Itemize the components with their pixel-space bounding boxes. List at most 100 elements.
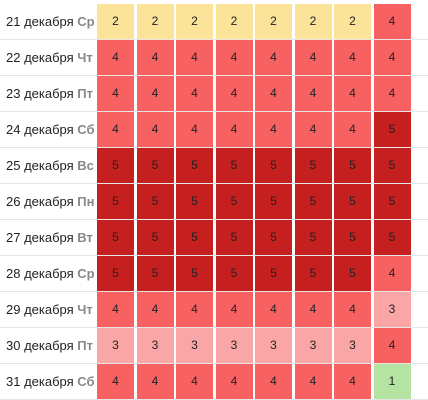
value-cell: 3 <box>334 328 371 363</box>
value-cell: 5 <box>97 256 134 291</box>
row-weekday-label: Вт <box>77 230 93 245</box>
value-cell: 4 <box>136 292 174 327</box>
value-cell: 4 <box>97 364 134 399</box>
row-day-label: 29 декабря <box>6 302 74 317</box>
value-cell: 5 <box>97 148 134 183</box>
value-cell: 5 <box>255 220 292 255</box>
value-cell: 4 <box>215 40 253 75</box>
row-weekday-label: Пн <box>77 194 95 209</box>
table-row: 30 декабря Пт 3 3 3 3 3 3 3 4 <box>0 328 428 364</box>
value-cell: 5 <box>294 184 332 219</box>
row-weekday-label: Пт <box>77 86 94 101</box>
value-cell: 5 <box>215 256 253 291</box>
value-cell: 4 <box>373 76 411 111</box>
value-cell: 4 <box>97 76 134 111</box>
value-cell: 2 <box>215 4 253 39</box>
row-weekday-label: Ср <box>77 14 95 29</box>
value-cell: 4 <box>294 364 332 399</box>
value-cell: 5 <box>373 112 411 147</box>
value-cell: 2 <box>176 4 213 39</box>
row-weekday-label: Чт <box>77 302 93 317</box>
row-date: 31 декабря Сб <box>0 364 95 400</box>
value-cell: 4 <box>255 112 292 147</box>
row-date: 27 декабря Вт <box>0 220 93 256</box>
value-cell: 4 <box>176 40 213 75</box>
value-cell: 2 <box>294 4 332 39</box>
row-day-label: 30 декабря <box>6 338 74 353</box>
value-cell: 4 <box>136 364 174 399</box>
row-date: 30 декабря Пт <box>0 328 94 364</box>
row-date: 23 декабря Пт <box>0 76 94 112</box>
value-cell: 4 <box>136 112 174 147</box>
value-cell: 5 <box>215 184 253 219</box>
value-cell: 4 <box>334 76 371 111</box>
value-cell: 4 <box>97 292 134 327</box>
value-cell: 5 <box>176 220 213 255</box>
value-cell: 4 <box>176 364 213 399</box>
value-cell: 5 <box>136 148 174 183</box>
value-cell: 4 <box>215 112 253 147</box>
row-date: 22 декабря Чт <box>0 40 93 76</box>
value-cell: 4 <box>294 40 332 75</box>
row-weekday-label: Пт <box>77 338 94 353</box>
row-date: 21 декабря Ср <box>0 4 95 40</box>
value-cell: 4 <box>294 292 332 327</box>
value-cell: 5 <box>136 184 174 219</box>
row-date: 24 декабря Сб <box>0 112 95 148</box>
table-row: 27 декабря Вт 5 5 5 5 5 5 5 5 <box>0 220 428 256</box>
value-cell: 4 <box>97 112 134 147</box>
value-cell: 5 <box>255 256 292 291</box>
value-cell: 3 <box>373 292 411 327</box>
value-cell: 4 <box>294 112 332 147</box>
value-cell: 4 <box>215 364 253 399</box>
value-cell: 5 <box>215 220 253 255</box>
row-divider <box>0 327 428 328</box>
value-cell: 4 <box>176 112 213 147</box>
row-day-label: 23 декабря <box>6 86 74 101</box>
row-day-label: 31 декабря <box>6 374 74 389</box>
value-cell: 5 <box>294 220 332 255</box>
table-row: 25 декабря Вс 5 5 5 5 5 5 5 5 <box>0 148 428 184</box>
value-cell: 5 <box>255 148 292 183</box>
table-row: 26 декабря Пн 5 5 5 5 5 5 5 5 <box>0 184 428 220</box>
value-cell: 3 <box>294 328 332 363</box>
row-divider <box>0 255 428 256</box>
value-cell: 4 <box>97 40 134 75</box>
value-cell: 4 <box>334 40 371 75</box>
row-divider <box>0 39 428 40</box>
value-cell: 4 <box>255 76 292 111</box>
value-cell: 4 <box>215 292 253 327</box>
value-cell: 4 <box>215 76 253 111</box>
value-cell: 4 <box>334 292 371 327</box>
value-cell: 4 <box>176 76 213 111</box>
value-cell: 3 <box>176 328 213 363</box>
value-cell: 3 <box>215 328 253 363</box>
value-cell: 5 <box>97 220 134 255</box>
table-row: 23 декабря Пт 4 4 4 4 4 4 4 4 <box>0 76 428 112</box>
value-cell: 3 <box>255 328 292 363</box>
row-divider <box>0 291 428 292</box>
value-cell: 3 <box>97 328 134 363</box>
value-cell: 4 <box>176 292 213 327</box>
row-day-label: 22 декабря <box>6 50 74 65</box>
value-cell: 4 <box>373 328 411 363</box>
value-cell: 5 <box>373 148 411 183</box>
row-divider <box>0 111 428 112</box>
value-cell: 5 <box>215 148 253 183</box>
table-row: 22 декабря Чт 4 4 4 4 4 4 4 4 <box>0 40 428 76</box>
row-weekday-label: Сб <box>77 122 95 137</box>
value-cell: 5 <box>294 256 332 291</box>
row-day-label: 28 декабря <box>6 266 74 281</box>
value-cell: 5 <box>255 184 292 219</box>
table-row: 21 декабря Ср 2 2 2 2 2 2 2 4 <box>0 4 428 40</box>
row-date: 29 декабря Чт <box>0 292 93 328</box>
value-cell: 5 <box>136 256 174 291</box>
table-row: 24 декабря Сб 4 4 4 4 4 4 4 5 <box>0 112 428 148</box>
value-cell: 5 <box>334 184 371 219</box>
value-cell: 5 <box>176 148 213 183</box>
value-cell: 5 <box>136 220 174 255</box>
row-weekday-label: Ср <box>77 266 95 281</box>
value-cell: 4 <box>373 40 411 75</box>
value-cell: 4 <box>334 112 371 147</box>
row-day-label: 21 декабря <box>6 14 74 29</box>
